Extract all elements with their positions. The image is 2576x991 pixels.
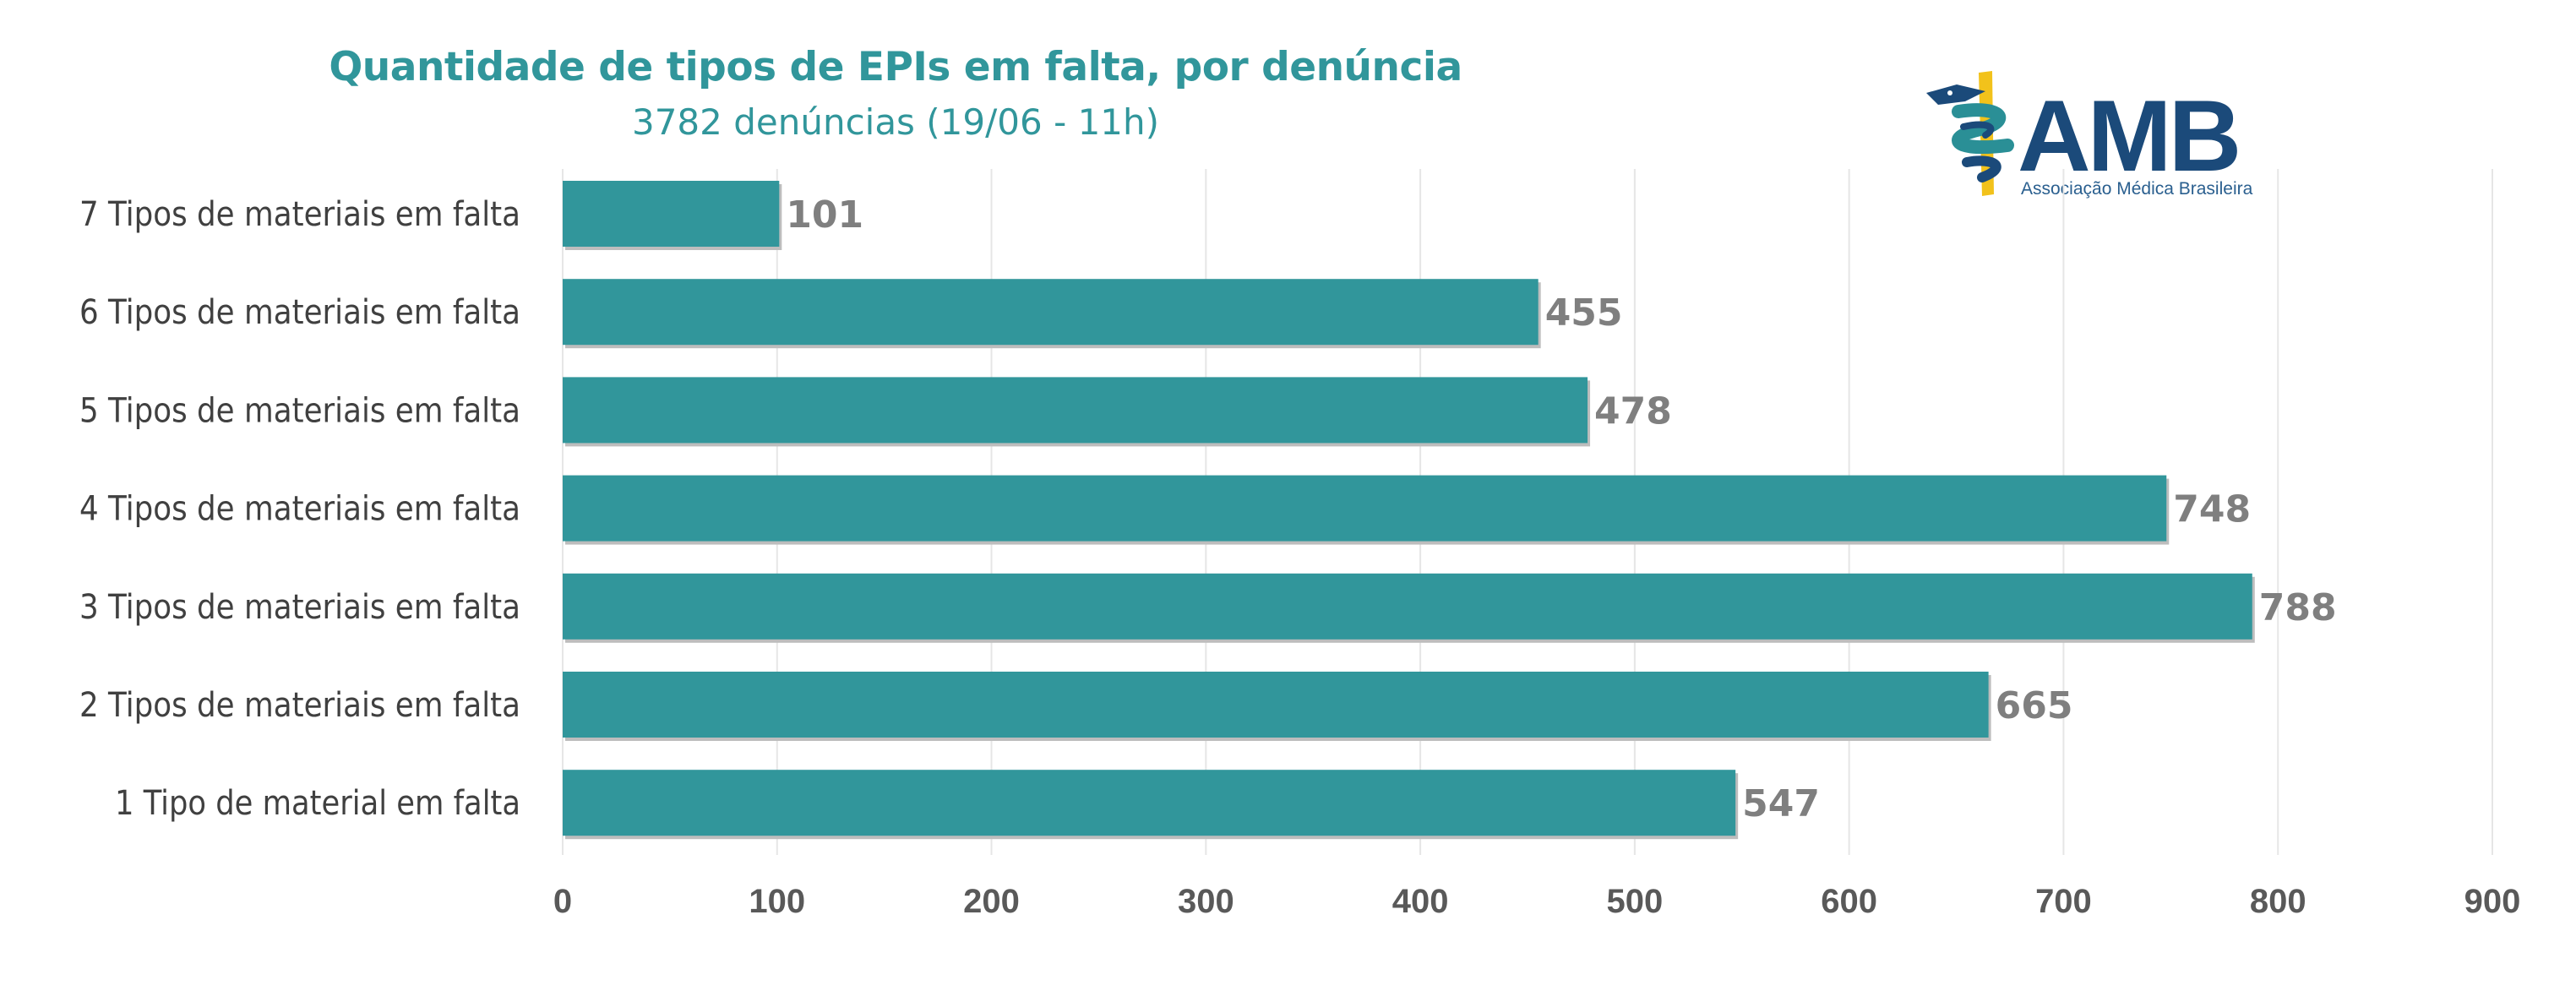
category-label: 6 Tipos de materiais em falta: [79, 293, 520, 332]
data-label: 478: [1594, 389, 1672, 433]
data-label: 748: [2173, 488, 2251, 531]
bars: [563, 181, 2255, 840]
x-tick-label: 700: [2035, 883, 2092, 920]
x-tick-label: 300: [1178, 883, 1234, 920]
category-label: 2 Tipos de materiais em falta: [79, 686, 520, 725]
bar: [563, 279, 1539, 346]
x-tick-label: 0: [553, 883, 572, 920]
x-tick-label: 600: [1821, 883, 1877, 920]
logo-wordmark: AMB: [2018, 79, 2238, 193]
data-label: 665: [1996, 684, 2073, 727]
category-labels: 7 Tipos de materiais em falta 6 Tipos de …: [79, 195, 520, 823]
category-label: 3 Tipos de materiais em falta: [79, 588, 520, 627]
data-label: 547: [1742, 782, 1820, 825]
x-tick-label: 800: [2250, 883, 2306, 920]
category-label: 7 Tipos de materiais em falta: [79, 195, 520, 234]
amb-logo: AMB Associação Médica Brasileira: [1926, 68, 2264, 203]
bar: [563, 672, 1989, 738]
x-tick-label: 100: [749, 883, 805, 920]
x-tick-label: 400: [1392, 883, 1449, 920]
bar: [563, 475, 2167, 542]
bar: [563, 770, 1736, 836]
x-axis-ticks: 0 100 200 300 400 500 600 700 800 900: [553, 883, 2521, 920]
bar: [563, 573, 2252, 640]
category-label: 4 Tipos de materiais em falta: [79, 490, 520, 529]
data-labels: 101 455 478 748 788 665 547: [786, 193, 2336, 825]
x-tick-label: 500: [1607, 883, 1664, 920]
logo-tagline: Associação Médica Brasileira: [2021, 179, 2253, 199]
chart-title: Quantidade de tipos de EPIs em falta, po…: [329, 44, 1462, 90]
category-label: 5 Tipos de materiais em falta: [79, 391, 520, 430]
x-tick-label: 200: [963, 883, 1020, 920]
x-tick-label: 900: [2464, 883, 2521, 920]
data-label: 101: [786, 193, 863, 237]
data-label: 788: [2259, 586, 2337, 629]
chart-subtitle: 3782 denúncias (19/06 - 11h): [631, 101, 1160, 143]
bar: [563, 181, 780, 247]
bar: [563, 377, 1588, 444]
category-label: 1 Tipo de material em falta: [115, 784, 520, 823]
caduceus-icon: AMB Associação Médica Brasileira: [1926, 71, 2253, 199]
data-label: 455: [1545, 291, 1623, 335]
